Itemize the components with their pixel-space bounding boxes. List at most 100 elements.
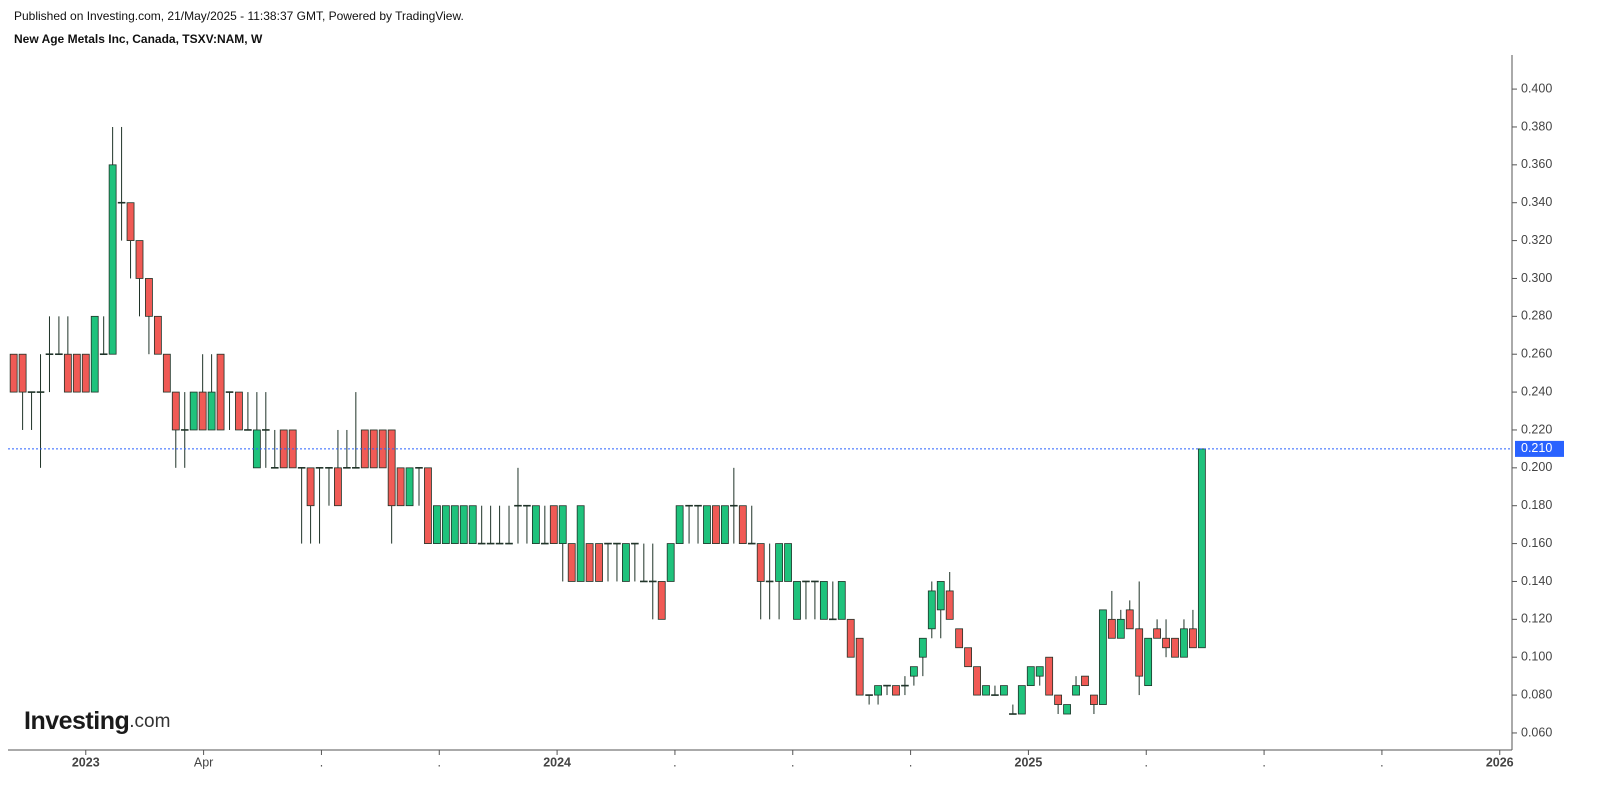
- logo-brand: Investing: [24, 707, 129, 735]
- candle-body: [262, 429, 270, 431]
- candle-body: [81, 353, 90, 393]
- candle-body: [297, 467, 306, 469]
- candle-body: [225, 391, 234, 393]
- candle-body: [1171, 637, 1179, 658]
- candle-body: [964, 647, 972, 668]
- candle-body: [378, 429, 387, 469]
- candle-body: [1017, 685, 1026, 715]
- candle-body: [549, 505, 558, 544]
- candle-body: [477, 542, 486, 545]
- candle-body: [604, 542, 612, 545]
- candle-body: [523, 504, 531, 507]
- y-tick-label: 0.300: [1521, 271, 1552, 285]
- candle-body: [18, 353, 27, 393]
- x-tick-label: 2026: [1486, 755, 1514, 769]
- candle-body: [45, 353, 54, 356]
- candle-body: [1135, 628, 1144, 677]
- candle-body: [1026, 666, 1035, 687]
- candle-body: [72, 353, 81, 393]
- candle-body: [486, 542, 495, 545]
- chart-title: New Age Metals Inc, Canada, TSXV:NAM, W: [14, 32, 263, 46]
- candle-body: [162, 353, 171, 393]
- candle-body: [973, 666, 981, 696]
- candle-body: [334, 467, 342, 507]
- candle-body: [685, 504, 693, 507]
- candle-body: [505, 542, 513, 545]
- y-tick-label: 0.380: [1521, 119, 1552, 133]
- candle-body: [180, 429, 189, 431]
- y-tick-label: 0.360: [1521, 157, 1552, 171]
- candle-body: [216, 353, 225, 431]
- logo-suffix: .com: [129, 711, 170, 732]
- candle-body: [892, 685, 900, 696]
- candle-body: [1189, 628, 1197, 649]
- candle-body: [712, 505, 720, 544]
- candle-body: [622, 543, 630, 582]
- candle-body: [613, 542, 621, 545]
- x-tick-label: .: [438, 755, 441, 769]
- candle-body: [541, 542, 549, 545]
- y-tick-label: 0.260: [1521, 347, 1552, 361]
- y-tick-label: 0.340: [1521, 195, 1552, 209]
- candle-body: [1000, 685, 1008, 696]
- candle-body: [189, 391, 198, 431]
- candle-body: [1197, 448, 1206, 649]
- x-tick-label: .: [909, 755, 912, 769]
- candle-body: [927, 590, 936, 630]
- candle-body: [135, 240, 144, 279]
- candle-body: [874, 685, 882, 696]
- candle-body: [955, 628, 964, 649]
- candle-body: [558, 505, 567, 544]
- candle-body: [1081, 675, 1089, 687]
- candle-body: [640, 580, 648, 583]
- candle-body: [1054, 694, 1063, 705]
- candle-body: [63, 353, 72, 393]
- x-tick-label: .: [1145, 755, 1148, 769]
- candle-body: [1009, 713, 1017, 715]
- candle-body: [531, 505, 540, 544]
- candle-body: [468, 505, 477, 544]
- candle-body: [738, 505, 747, 544]
- y-tick-label: 0.120: [1521, 612, 1552, 626]
- candle-body: [703, 505, 711, 544]
- candle-body: [153, 315, 162, 355]
- candle-body: [567, 543, 576, 582]
- candle-body: [459, 505, 468, 544]
- x-tick-label: .: [673, 755, 676, 769]
- candle-body: [145, 278, 153, 317]
- candle-body: [846, 618, 855, 658]
- candle-body: [1098, 609, 1107, 705]
- candle-body: [27, 391, 36, 393]
- y-tick-label: 0.060: [1521, 725, 1552, 739]
- candle-body: [991, 694, 999, 696]
- candle-body: [855, 637, 864, 696]
- candle-body: [802, 580, 810, 583]
- candle-body: [666, 543, 675, 582]
- candle-body: [1153, 628, 1161, 639]
- y-tick-label: 0.140: [1521, 574, 1552, 588]
- candle-body: [631, 542, 639, 545]
- y-tick-label: 0.220: [1521, 422, 1552, 436]
- x-tick-label: .: [791, 755, 794, 769]
- x-tick-label: .: [1262, 755, 1265, 769]
- y-tick-label: 0.080: [1521, 687, 1552, 701]
- candle-body: [306, 467, 315, 507]
- candle-body: [387, 429, 396, 507]
- candle-body: [1063, 704, 1071, 715]
- candle-body: [55, 353, 63, 356]
- candle-body: [936, 581, 945, 611]
- candle-body: [730, 504, 738, 507]
- candle-body: [585, 543, 594, 582]
- candle-body: [343, 467, 351, 469]
- candle-body: [1116, 618, 1125, 639]
- candle-body: [648, 580, 657, 583]
- candle-body: [325, 467, 333, 469]
- candle-body: [720, 505, 729, 544]
- candle-body: [108, 164, 117, 355]
- candle-body: [901, 684, 909, 687]
- last-price-box: [1515, 440, 1564, 457]
- candle-body: [36, 391, 45, 393]
- published-note: Published on Investing.com, 21/May/2025 …: [14, 9, 464, 23]
- candle-body: [694, 504, 702, 507]
- y-tick-label: 0.320: [1521, 233, 1552, 247]
